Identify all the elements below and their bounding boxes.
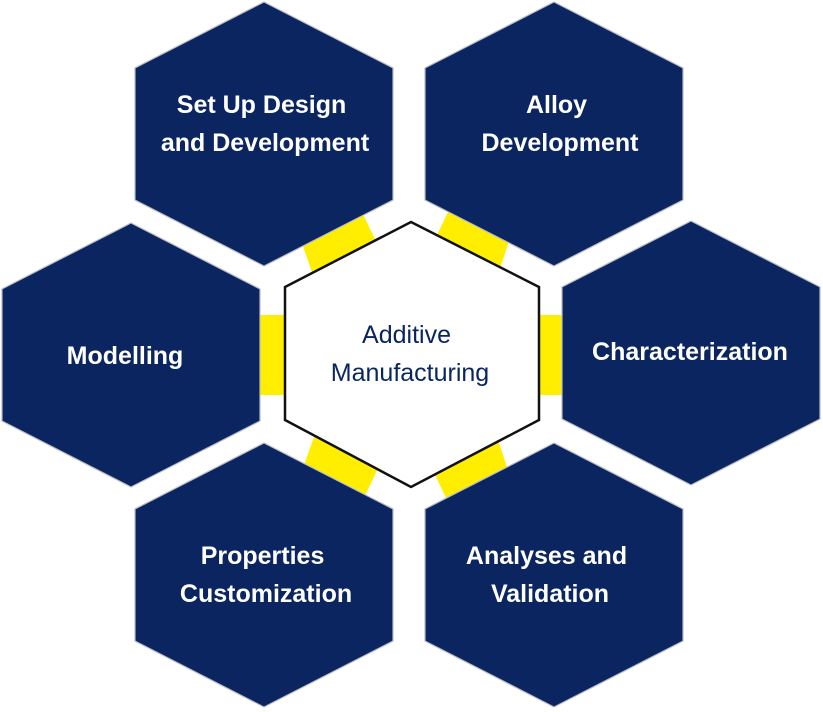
connector-modelling <box>258 315 288 395</box>
hex-additive-manufacturing <box>283 220 541 489</box>
label-properties-customization-line-2: Customization <box>180 580 352 608</box>
node-labels: Set Up Design and Development Alloy Deve… <box>67 91 788 608</box>
label-analyses-validation-line-2: Validation <box>491 580 609 608</box>
label-characterization-line-1: Characterization <box>592 338 788 366</box>
label-analyses-validation: Analyses and Validation <box>466 542 634 608</box>
label-set-up-design-line-1: Set Up Design <box>177 91 346 119</box>
hex-set-up-design <box>134 1 394 267</box>
label-properties-customization: Properties Customization <box>180 542 352 608</box>
label-modelling-line-1: Modelling <box>67 342 184 370</box>
label-characterization: Characterization <box>592 338 788 366</box>
label-additive-manufacturing-line-2: Manufacturing <box>331 359 489 387</box>
connector-characterization <box>534 315 566 395</box>
label-alloy-development: Alloy Development <box>482 91 640 157</box>
label-properties-customization-line-1: Properties <box>201 542 325 570</box>
hex-characterization <box>561 220 821 486</box>
hex-alloy-development <box>424 1 684 267</box>
label-set-up-design-line-2: and Development <box>161 129 370 157</box>
label-analyses-validation-line-1: Analyses and <box>466 542 627 570</box>
label-alloy-development-line-1: Alloy <box>526 91 587 119</box>
label-additive-manufacturing: Additive Manufacturing <box>331 321 489 387</box>
label-alloy-development-line-2: Development <box>482 129 640 157</box>
label-set-up-design: Set Up Design and Development <box>161 91 370 157</box>
label-modelling: Modelling <box>67 342 184 370</box>
hex-modelling <box>1 222 261 488</box>
hex-properties-customization <box>134 442 394 708</box>
hex-analyses-validation <box>424 442 684 708</box>
label-additive-manufacturing-line-1: Additive <box>362 321 451 349</box>
